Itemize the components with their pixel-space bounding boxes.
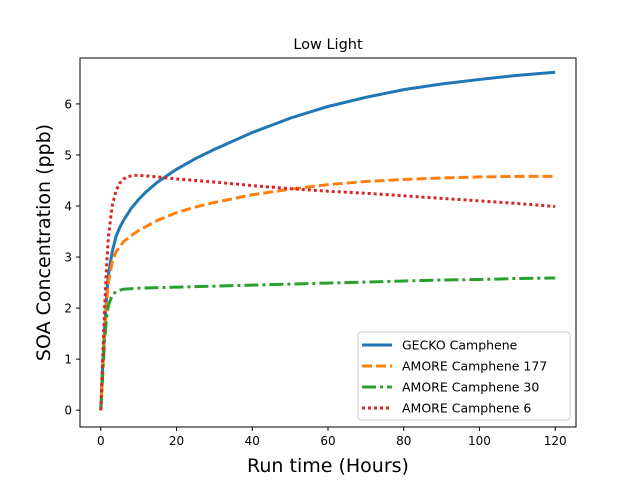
x-axis-ticks: 0 20 40 60 80 100 120 bbox=[97, 427, 567, 448]
series-line-2 bbox=[99, 174, 556, 411]
y-tick-label: 3 bbox=[64, 251, 72, 265]
chart-title: Low Light bbox=[293, 37, 363, 53]
legend-label-3: AMORE Camphene 30 bbox=[402, 380, 539, 395]
legend-label-1: GECKO Camphene bbox=[402, 338, 518, 353]
x-tick-label: 120 bbox=[544, 434, 567, 448]
y-axis-ticks: 0 1 2 3 4 5 6 bbox=[64, 97, 80, 418]
x-tick-label: 80 bbox=[396, 434, 411, 448]
y-tick-label: 0 bbox=[64, 404, 72, 418]
series-line-4 bbox=[99, 173, 556, 411]
legend-label-4: AMORE Camphene 6 bbox=[402, 401, 531, 416]
x-tick-label: 20 bbox=[169, 434, 184, 448]
y-axis-label: SOA Concentration (ppb) bbox=[33, 124, 55, 361]
legend: GECKO Camphene AMORE Camphene 177 AMORE Ca… bbox=[357, 331, 571, 421]
x-tick-label: 60 bbox=[320, 434, 335, 448]
y-tick-label: 6 bbox=[64, 97, 72, 111]
series-lines bbox=[99, 70, 556, 411]
series-line-3 bbox=[99, 276, 556, 411]
y-tick-label: 5 bbox=[64, 148, 72, 162]
legend-label-2: AMORE Camphene 177 bbox=[402, 359, 547, 374]
x-axis-label: Run time (Hours) bbox=[247, 455, 409, 477]
legend-box bbox=[357, 331, 571, 421]
y-tick-label: 4 bbox=[64, 200, 72, 214]
y-tick-label: 1 bbox=[64, 353, 72, 367]
y-tick-label: 2 bbox=[64, 302, 72, 316]
legend-entries: GECKO Camphene AMORE Camphene 177 AMORE Ca… bbox=[362, 338, 547, 416]
x-tick-label: 0 bbox=[97, 434, 105, 448]
x-tick-label: 100 bbox=[468, 434, 491, 448]
x-tick-label: 40 bbox=[245, 434, 260, 448]
